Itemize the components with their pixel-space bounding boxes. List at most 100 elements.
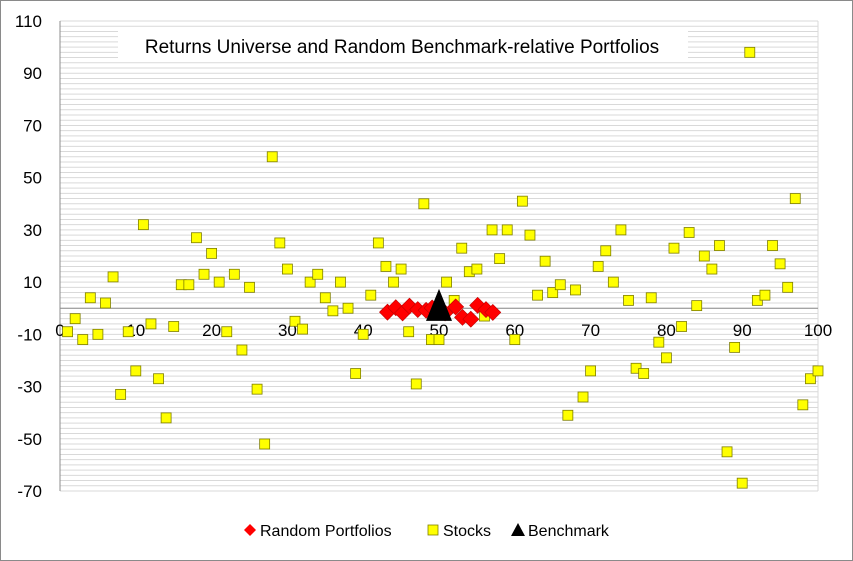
stock-point	[767, 240, 778, 251]
stock-point	[266, 151, 278, 163]
stock-point	[365, 289, 377, 301]
y-tick-label: 90	[23, 64, 42, 83]
y-tick-label: -50	[17, 430, 42, 449]
stock-point	[805, 373, 816, 385]
stock-point	[486, 224, 498, 236]
legend-item: Random Portfolios	[244, 523, 392, 540]
stock-point	[782, 281, 794, 293]
stock-point	[516, 195, 528, 207]
stock-point	[69, 313, 81, 325]
stock-point	[645, 292, 657, 304]
stock-point	[547, 287, 559, 298]
stock-point	[706, 263, 718, 275]
stock-point	[191, 232, 202, 244]
stock-point	[388, 276, 399, 288]
stock-point	[281, 263, 293, 275]
stock-point	[812, 365, 824, 377]
stock-point	[62, 326, 73, 338]
stock-point	[721, 446, 733, 458]
chart-title: Returns Universe and Random Benchmark-re…	[145, 37, 659, 58]
y-tick-labels: 110 90 70 50 30 10 -10 -30 -50 -70	[15, 12, 42, 501]
stock-point	[77, 334, 89, 345]
legend-item: Benchmark	[511, 523, 610, 540]
stock-point	[289, 315, 301, 327]
stock-point	[729, 341, 741, 353]
stock-point	[562, 409, 574, 421]
stock-point	[100, 297, 111, 309]
stock-point	[274, 237, 286, 249]
stock-point	[676, 321, 687, 332]
stock-point	[653, 336, 665, 348]
stocks-series	[62, 46, 824, 489]
y-tick-label: -30	[17, 378, 42, 397]
benchmark-point	[426, 288, 452, 321]
x-tick-label: 70	[581, 321, 600, 340]
stock-point	[736, 477, 748, 489]
stock-point	[714, 240, 725, 251]
title-background	[118, 31, 688, 61]
stock-point	[471, 263, 483, 275]
legend: Random Portfolios Stocks Benchmark	[244, 523, 610, 540]
stock-point	[251, 383, 263, 395]
portfolio-point	[447, 298, 465, 316]
y-tick-label: 50	[23, 169, 42, 188]
stock-point	[403, 326, 415, 338]
stock-point	[683, 227, 695, 238]
stock-point	[789, 193, 801, 204]
stock-point	[236, 344, 248, 356]
stock-point	[228, 268, 240, 280]
stock-point	[600, 245, 612, 257]
stock-point	[84, 292, 96, 304]
legend-marker-diamond	[244, 524, 256, 536]
stock-point	[213, 276, 225, 288]
stock-point	[607, 276, 619, 288]
stock-point	[433, 334, 445, 345]
stock-point	[623, 294, 634, 306]
stock-point	[797, 399, 809, 411]
stock-point	[554, 279, 566, 291]
stock-point	[312, 268, 324, 280]
stock-point	[115, 388, 127, 400]
stock-point	[410, 378, 422, 390]
stock-point	[183, 279, 195, 291]
legend-marker-square	[427, 524, 439, 536]
stock-point	[539, 255, 551, 267]
stock-point	[456, 242, 468, 254]
y-tick-label: 110	[15, 12, 42, 31]
legend-marker-triangle	[511, 523, 525, 536]
stock-point	[206, 247, 218, 259]
y-tick-label: 10	[23, 273, 42, 292]
stock-point	[524, 229, 536, 241]
stock-point	[342, 302, 354, 314]
stock-point	[638, 368, 650, 379]
stock-point	[691, 300, 703, 312]
stock-point	[168, 321, 180, 332]
stock-point	[259, 438, 271, 450]
stock-point	[395, 263, 407, 275]
stock-point	[698, 250, 710, 262]
stock-point	[319, 292, 331, 304]
stock-point	[372, 237, 384, 249]
stock-point	[137, 219, 149, 231]
y-tick-label: 30	[23, 221, 42, 240]
benchmark-series	[426, 288, 452, 321]
stock-point	[494, 253, 506, 265]
legend-label: Benchmark	[528, 523, 610, 540]
stock-point	[577, 391, 589, 403]
x-tick-label: 20	[202, 321, 221, 340]
stock-point	[380, 261, 392, 272]
x-tick-label: 90	[733, 321, 752, 340]
stock-point	[759, 289, 771, 301]
y-tick-label: -10	[17, 325, 42, 344]
x-tick-label: 0	[55, 321, 64, 340]
stock-point	[441, 276, 452, 288]
stock-point	[570, 284, 581, 296]
x-tick-label: 80	[657, 321, 676, 340]
stock-point	[130, 365, 142, 377]
stock-point	[297, 323, 308, 335]
stock-point	[92, 328, 104, 340]
legend-label: Stocks	[443, 523, 491, 540]
stock-point	[744, 46, 756, 58]
stock-point	[661, 352, 672, 364]
